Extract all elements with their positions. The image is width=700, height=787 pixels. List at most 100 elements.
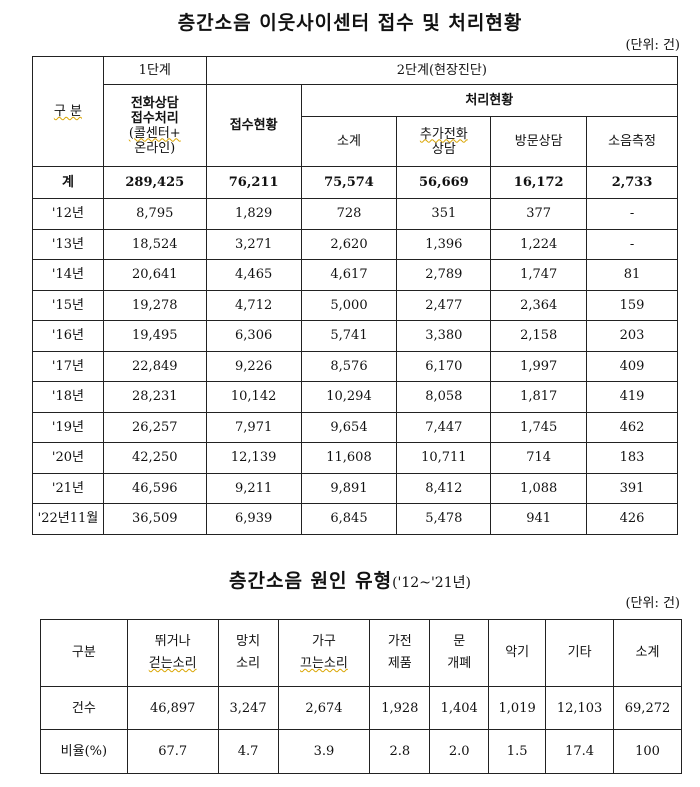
- cell: 419: [586, 381, 678, 413]
- noise-cause-table: 구분 뛰거나 걷는소리 망치 소리 가구 끄는소리 가전 제품 문 개폐 악기 기타 소계 건수 46,89…: [40, 619, 682, 774]
- cell: 1,928: [369, 686, 431, 730]
- cell: 46,596: [102, 472, 207, 504]
- cell: 2,733: [586, 166, 678, 199]
- cell: '15년: [32, 289, 104, 321]
- table2-title: 층간소음 원인 유형('12~'21년): [229, 570, 471, 592]
- table-row: '20년 42,250 12,139 11,608 10,711 714 183: [32, 442, 678, 474]
- cell: 159: [586, 289, 678, 321]
- cell: 728: [300, 198, 398, 230]
- cell: 3.9: [277, 729, 371, 774]
- header-phone-consult: 전화상담 접수처리 (콜센터+ 온라인): [102, 84, 207, 167]
- cell: '17년: [32, 350, 104, 382]
- cell: 426: [586, 503, 678, 535]
- cell: 183: [586, 442, 678, 474]
- table-row: '14년 20,641 4,465 4,617 2,789 1,747 81: [32, 259, 678, 291]
- cell: '18년: [32, 381, 104, 413]
- cell: 1,747: [490, 259, 588, 291]
- cell: 1,404: [429, 686, 490, 730]
- cell: 12,103: [545, 686, 615, 730]
- cell: 1,829: [205, 198, 302, 230]
- cell: 75,574: [300, 166, 398, 199]
- header-subtotal: 소계: [300, 116, 398, 167]
- cell: 1,396: [396, 228, 492, 260]
- header-cell: 문 개폐: [429, 619, 490, 687]
- cell: 36,509: [102, 503, 207, 535]
- cell: 11,608: [300, 442, 398, 474]
- cell: 2,364: [490, 289, 588, 321]
- cell: 2,674: [277, 686, 371, 730]
- header-stage1: 1단계: [102, 56, 207, 85]
- header-cell: 망치 소리: [217, 619, 279, 687]
- cell: 1,224: [490, 228, 588, 260]
- cell: 계: [32, 166, 104, 199]
- header-cell: 가구 끄는소리: [277, 619, 371, 687]
- cell: 3,247: [217, 686, 279, 730]
- table-row: '22년11월 36,509 6,939 6,845 5,478 941 426: [32, 503, 678, 535]
- table-row: '13년 18,524 3,271 2,620 1,396 1,224-: [32, 228, 678, 260]
- cell: 16,172: [490, 166, 588, 199]
- cell: 18,524: [102, 228, 207, 260]
- cell: '22년11월: [32, 503, 104, 535]
- cell: 1,088: [490, 472, 588, 504]
- cell: 1,997: [490, 350, 588, 382]
- cell: 377: [490, 198, 588, 230]
- cell: 10,711: [396, 442, 492, 474]
- cell: 9,891: [300, 472, 398, 504]
- cell: 56,669: [396, 166, 492, 199]
- cell: 2,620: [300, 228, 398, 260]
- cell: 6,845: [300, 503, 398, 535]
- reception-processing-table: 구 분 1단계 2단계(현장진단) 전화상담 접수처리 (콜센터+ 온라인) 접수현…: [32, 56, 679, 535]
- header-cell: 악기: [488, 619, 547, 687]
- cell: 건수: [40, 686, 128, 730]
- cell: '19년: [32, 411, 104, 443]
- cell: 2.0: [429, 729, 490, 774]
- cell: 1,019: [488, 686, 547, 730]
- cell: 28,231: [102, 381, 207, 413]
- cell: 1,745: [490, 411, 588, 443]
- header-cell: 소계: [613, 619, 682, 687]
- cell: 351: [396, 198, 492, 230]
- cell: 5,478: [396, 503, 492, 535]
- header-cell: 기타: [545, 619, 615, 687]
- cell: 1.5: [488, 729, 547, 774]
- cell: 10,294: [300, 381, 398, 413]
- cell: '21년: [32, 472, 104, 504]
- cell: 20,641: [102, 259, 207, 291]
- cell: 462: [586, 411, 678, 443]
- cell: 67.7: [126, 729, 219, 774]
- cell: -: [586, 228, 678, 260]
- header-processing: 처리현황: [300, 84, 679, 117]
- table-row: '15년 19,278 4,712 5,000 2,477 2,364 159: [32, 289, 678, 321]
- cell: 22,849: [102, 350, 207, 382]
- cell: 8,058: [396, 381, 492, 413]
- table-row: '16년 19,495 6,306 5,741 3,380 2,158 203: [32, 320, 678, 352]
- cell: 69,272: [613, 686, 682, 730]
- cell: 3,271: [205, 228, 302, 260]
- cell: 4,617: [300, 259, 398, 291]
- count-row: 건수 46,897 3,247 2,674 1,928 1,404 1,019 12,103 6…: [40, 686, 682, 730]
- cell: 203: [586, 320, 678, 352]
- header-cell: 가전 제품: [369, 619, 431, 687]
- header-stage2: 2단계(현장진단): [205, 56, 679, 85]
- cell: 391: [586, 472, 678, 504]
- cell: '16년: [32, 320, 104, 352]
- cell: 10,142: [205, 381, 302, 413]
- cell: 2.8: [369, 729, 431, 774]
- cell: 2,477: [396, 289, 492, 321]
- header-cell: 구분: [40, 619, 128, 687]
- header-cell: 뛰거나 걷는소리: [126, 619, 219, 687]
- cell: 26,257: [102, 411, 207, 443]
- cell: 8,795: [102, 198, 207, 230]
- cell: 1,817: [490, 381, 588, 413]
- cell: 714: [490, 442, 588, 474]
- cell: 46,897: [126, 686, 219, 730]
- header-category: 구 분: [32, 56, 104, 167]
- table1-unit: (단위: 건): [625, 38, 680, 53]
- cell: '12년: [32, 198, 104, 230]
- cell: 8,412: [396, 472, 492, 504]
- cell: 4.7: [217, 729, 279, 774]
- cell: 7,971: [205, 411, 302, 443]
- cell: 941: [490, 503, 588, 535]
- cell: 9,211: [205, 472, 302, 504]
- cell: 7,447: [396, 411, 492, 443]
